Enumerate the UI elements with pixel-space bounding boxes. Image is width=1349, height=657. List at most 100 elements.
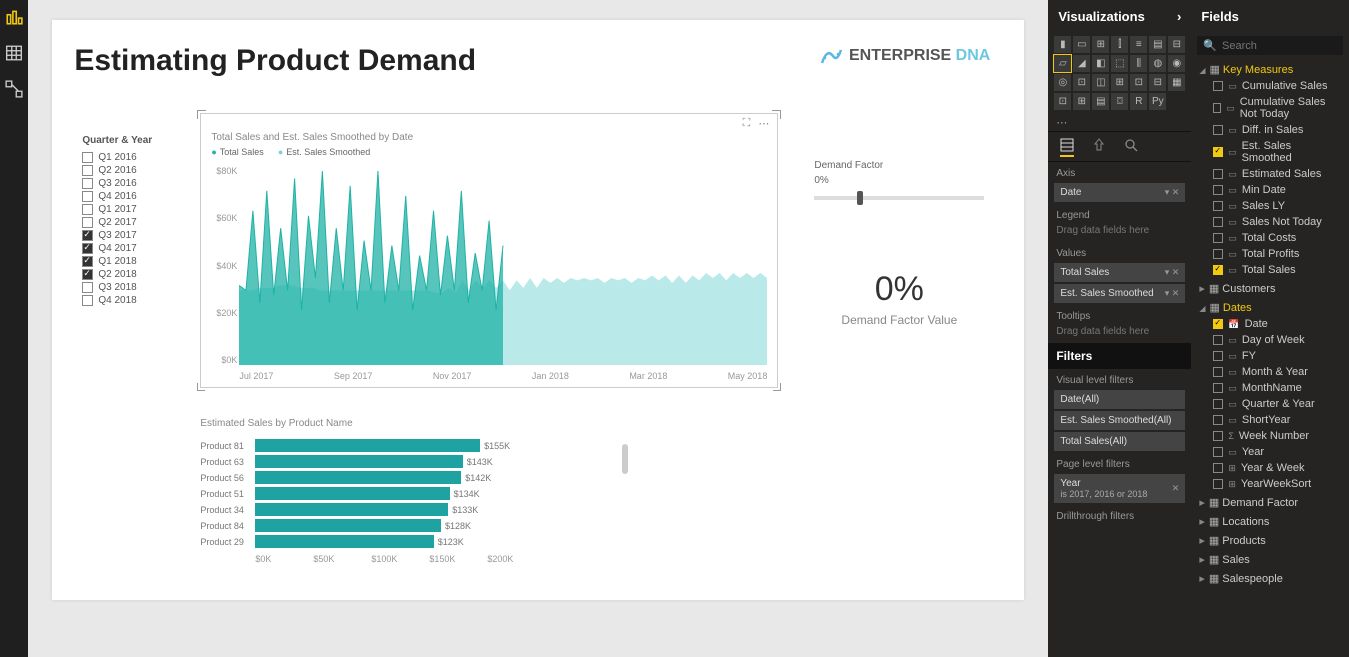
fields-search[interactable]: 🔍 [1197, 36, 1343, 55]
viz-type-icon[interactable]: ◎ [1054, 74, 1071, 91]
slicer-item[interactable]: Q1 2017 [82, 204, 152, 215]
slicer-item[interactable]: Q3 2018 [82, 282, 152, 293]
viz-type-icon[interactable]: ⫿ [1111, 36, 1128, 53]
collapse-icon[interactable]: › [1177, 9, 1181, 24]
remove-filter-icon[interactable]: ✕ [1172, 483, 1180, 494]
bar-row[interactable]: Product 81$155K [200, 439, 600, 452]
field-yearweeksort[interactable]: ⊞YearWeekSort [1191, 476, 1349, 492]
field-date[interactable]: 📅Date [1191, 316, 1349, 332]
viz-type-icon[interactable]: ⊞ [1111, 74, 1128, 91]
page-filter-year[interactable]: Yearis 2017, 2016 or 2018 ✕ [1054, 474, 1185, 503]
field-cumulative-sales[interactable]: ▭Cumulative Sales [1191, 78, 1349, 94]
table-dates[interactable]: ▦Dates [1191, 297, 1349, 316]
visual-filter-item[interactable]: Total Sales(All) [1054, 432, 1185, 451]
field-quarter---year[interactable]: ▭Quarter & Year [1191, 396, 1349, 412]
field-year---week[interactable]: ⊞Year & Week [1191, 460, 1349, 476]
fields-tab-icon[interactable] [1060, 138, 1074, 157]
viz-type-icon[interactable]: ▦ [1168, 74, 1185, 91]
slicer-item[interactable]: Q2 2017 [82, 217, 152, 228]
sales-area-chart[interactable]: ⛶ ⋯ Total Sales and Est. Sales Smoothed … [200, 113, 778, 388]
viz-more-icon[interactable]: ⋯ [1048, 114, 1191, 131]
field-total-profits[interactable]: ▭Total Profits [1191, 246, 1349, 262]
table-demand-factor[interactable]: ▦Demand Factor [1191, 492, 1349, 511]
field-well-item[interactable]: Total Sales▾ ✕ [1054, 263, 1185, 282]
field-fy[interactable]: ▭FY [1191, 348, 1349, 364]
viz-type-icon[interactable]: ⊞ [1092, 36, 1109, 53]
visual-filter-item[interactable]: Date(All) [1054, 390, 1185, 409]
bar-row[interactable]: Product 56$142K [200, 471, 600, 484]
viz-type-icon[interactable]: ▭ [1073, 36, 1090, 53]
table-sales[interactable]: ▦Sales [1191, 549, 1349, 568]
bar-row[interactable]: Product 84$128K [200, 519, 600, 532]
legend-drop[interactable]: Drag data fields here [1056, 225, 1183, 236]
focus-mode-icon[interactable]: ⛶ [743, 117, 751, 130]
viz-type-icon[interactable]: ⫼ [1130, 55, 1147, 72]
field-est--sales-smoothed[interactable]: ▭Est. Sales Smoothed [1191, 138, 1349, 166]
field-monthname[interactable]: ▭MonthName [1191, 380, 1349, 396]
table-customers[interactable]: ▦Customers [1191, 278, 1349, 297]
field-diff--in-sales[interactable]: ▭Diff. in Sales [1191, 122, 1349, 138]
viz-type-icon[interactable]: ◉ [1168, 55, 1185, 72]
viz-type-icon[interactable]: ◫ [1092, 74, 1109, 91]
tooltips-drop[interactable]: Drag data fields here [1056, 326, 1183, 337]
field-min-date[interactable]: ▭Min Date [1191, 182, 1349, 198]
viz-type-icon[interactable]: ◧ [1092, 55, 1109, 72]
field-total-sales[interactable]: ▭Total Sales [1191, 262, 1349, 278]
field-estimated-sales[interactable]: ▭Estimated Sales [1191, 166, 1349, 182]
viz-type-icon[interactable]: ⬚ [1111, 55, 1128, 72]
field-well-item[interactable]: Date▾ ✕ [1054, 183, 1185, 202]
field-well-item[interactable]: Est. Sales Smoothed▾ ✕ [1054, 284, 1185, 303]
field-year[interactable]: ▭Year [1191, 444, 1349, 460]
bar-row[interactable]: Product 63$143K [200, 455, 600, 468]
slicer-item[interactable]: Q2 2016 [82, 165, 152, 176]
slicer-item[interactable]: Q3 2017 [82, 230, 152, 241]
analytics-tab-icon[interactable] [1124, 138, 1138, 157]
viz-type-icon[interactable]: ▤ [1149, 36, 1166, 53]
bar-row[interactable]: Product 29$123K [200, 535, 600, 548]
viz-type-icon[interactable]: ◍ [1149, 55, 1166, 72]
viz-type-icon[interactable]: ⊡ [1054, 93, 1071, 110]
demand-slider[interactable] [814, 196, 984, 200]
product-bar-chart[interactable]: Estimated Sales by Product Name Product … [200, 418, 600, 593]
table-locations[interactable]: ▦Locations [1191, 511, 1349, 530]
viz-type-icon[interactable]: ⊡ [1073, 74, 1090, 91]
format-tab-icon[interactable] [1092, 138, 1106, 157]
data-view-icon[interactable] [5, 44, 23, 62]
field-total-costs[interactable]: ▭Total Costs [1191, 230, 1349, 246]
viz-type-icon[interactable]: ⊡ [1130, 74, 1147, 91]
viz-type-icon[interactable]: ◢ [1073, 55, 1090, 72]
viz-type-icon[interactable]: ≡ [1130, 36, 1147, 53]
field-week-number[interactable]: ΣWeek Number [1191, 428, 1349, 444]
viz-type-icon[interactable]: ⊞ [1073, 93, 1090, 110]
viz-type-icon[interactable]: R [1130, 93, 1147, 110]
field-day-of-week[interactable]: ▭Day of Week [1191, 332, 1349, 348]
viz-type-icon[interactable]: ▱ [1054, 55, 1071, 72]
field-sales-ly[interactable]: ▭Sales LY [1191, 198, 1349, 214]
more-options-icon[interactable]: ⋯ [758, 117, 769, 130]
table-salespeople[interactable]: ▦Salespeople [1191, 568, 1349, 587]
table-key-measures[interactable]: ▦Key Measures [1191, 59, 1349, 78]
field-sales-not-today[interactable]: ▭Sales Not Today [1191, 214, 1349, 230]
field-shortyear[interactable]: ▭ShortYear [1191, 412, 1349, 428]
chart2-scrollbar[interactable] [622, 444, 628, 474]
viz-type-icon[interactable]: ⊟ [1168, 36, 1185, 53]
viz-type-icon[interactable]: Py [1149, 93, 1166, 110]
bar-row[interactable]: Product 34$133K [200, 503, 600, 516]
search-input[interactable] [1222, 40, 1337, 52]
viz-type-icon[interactable]: ▤ [1092, 93, 1109, 110]
viz-type-icon[interactable]: ▮ [1054, 36, 1071, 53]
slicer-item[interactable]: Q4 2016 [82, 191, 152, 202]
visual-filter-item[interactable]: Est. Sales Smoothed(All) [1054, 411, 1185, 430]
table-products[interactable]: ▦Products [1191, 530, 1349, 549]
slicer-item[interactable]: Q2 2018 [82, 269, 152, 280]
slicer-item[interactable]: Q1 2018 [82, 256, 152, 267]
model-view-icon[interactable] [5, 80, 23, 98]
slicer-item[interactable]: Q3 2016 [82, 178, 152, 189]
viz-type-icon[interactable]: ⊟ [1149, 74, 1166, 91]
bar-row[interactable]: Product 51$134K [200, 487, 600, 500]
viz-type-icon[interactable]: ⌼ [1111, 93, 1128, 110]
slicer-item[interactable]: Q4 2018 [82, 295, 152, 306]
slicer-item[interactable]: Q4 2017 [82, 243, 152, 254]
slicer-item[interactable]: Q1 2016 [82, 152, 152, 163]
report-view-icon[interactable] [5, 8, 23, 26]
